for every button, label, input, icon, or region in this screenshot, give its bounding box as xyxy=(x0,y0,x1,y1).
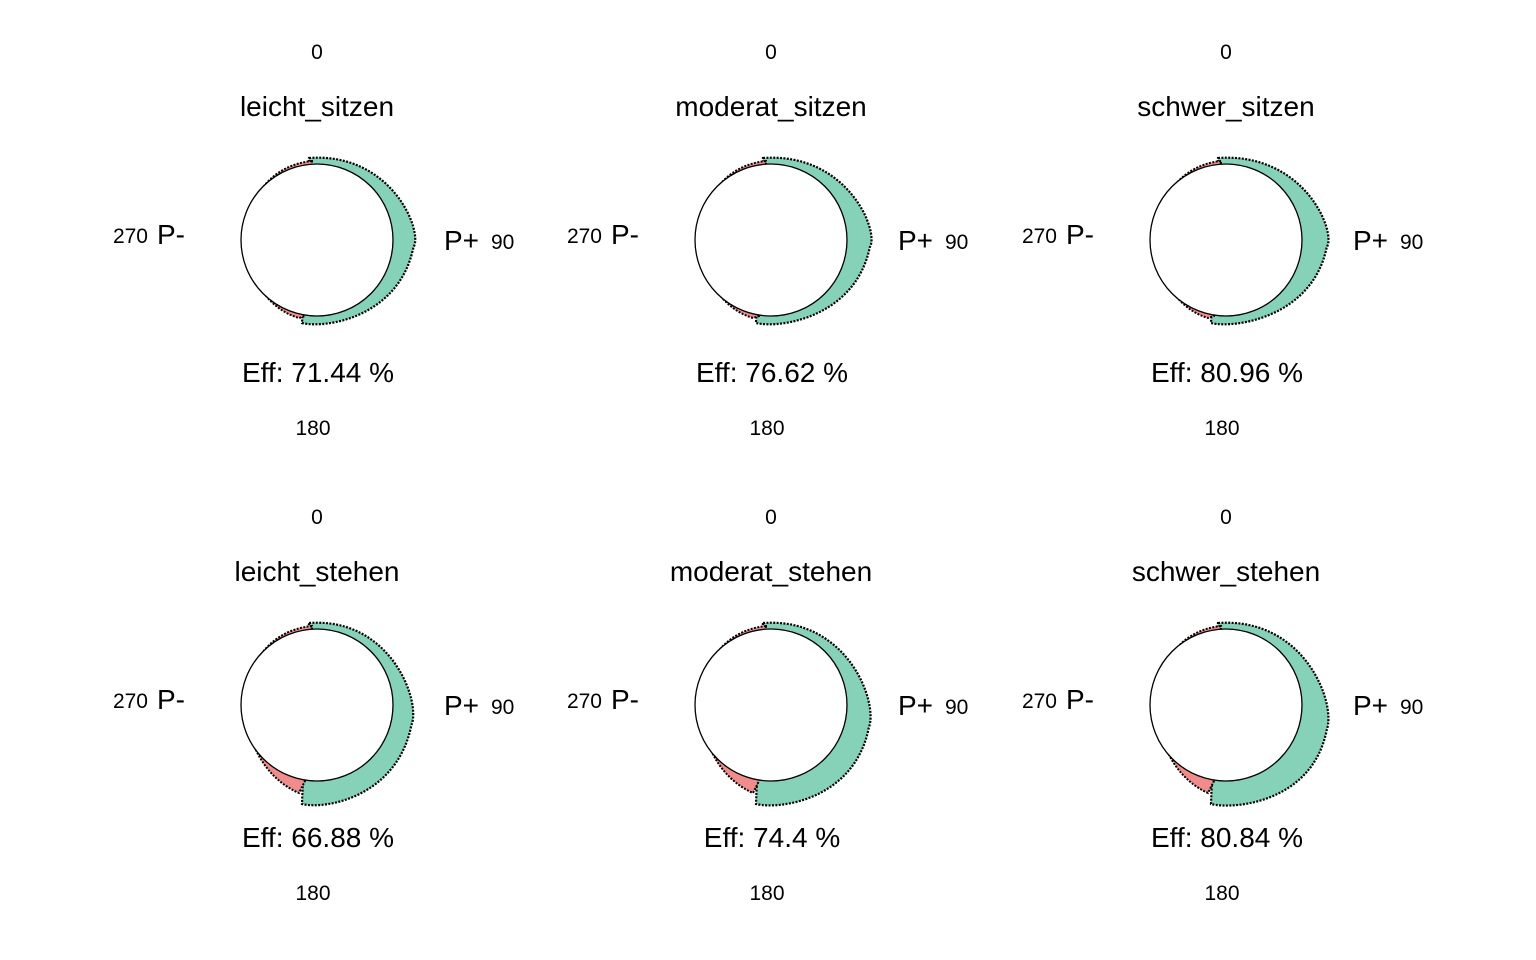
angle-label-right: 90 xyxy=(945,231,968,254)
angle-label-left: 270 xyxy=(113,225,148,248)
angle-label-left: 270 xyxy=(1022,225,1057,248)
angle-label-bottom: 180 xyxy=(749,882,784,905)
angle-label-top: 0 xyxy=(765,506,777,529)
pole-label-positive: P+ xyxy=(898,225,933,256)
angle-label-top: 0 xyxy=(1220,41,1232,64)
efficiency-label: Eff: 80.96 % xyxy=(1151,357,1303,388)
angle-label-right: 90 xyxy=(1400,696,1423,719)
pole-label-negative: P- xyxy=(611,219,639,250)
angle-label-bottom: 180 xyxy=(1204,417,1239,440)
polar-panel: 0 moderat_sitzen 90 P+ 270 P- Eff: 76.62 % 180 xyxy=(567,41,968,440)
angle-label-top: 0 xyxy=(1220,506,1232,529)
angle-label-left: 270 xyxy=(113,690,148,713)
pole-label-negative: P- xyxy=(157,684,185,715)
angle-label-top: 0 xyxy=(311,506,323,529)
unit-circle xyxy=(694,628,848,782)
unit-circle xyxy=(1149,163,1303,317)
angle-label-right: 90 xyxy=(1400,231,1423,254)
angle-label-right: 90 xyxy=(945,696,968,719)
angle-label-bottom: 180 xyxy=(295,882,330,905)
unit-circle xyxy=(1149,628,1303,782)
angle-label-bottom: 180 xyxy=(295,417,330,440)
efficiency-label: Eff: 74.4 % xyxy=(704,822,840,853)
angle-label-top: 0 xyxy=(311,41,323,64)
unit-circle xyxy=(240,628,394,782)
panel-title: moderat_stehen xyxy=(670,556,872,587)
polar-panel: 0 moderat_stehen 90 P+ 270 P- Eff: 74.4 % 180 xyxy=(567,506,968,905)
pole-label-positive: P+ xyxy=(898,690,933,721)
efficiency-label: Eff: 71.44 % xyxy=(242,357,394,388)
angle-label-right: 90 xyxy=(491,696,514,719)
unit-circle xyxy=(240,163,394,317)
panel-title: schwer_stehen xyxy=(1132,556,1320,587)
angle-label-bottom: 180 xyxy=(749,417,784,440)
panel-title: moderat_sitzen xyxy=(675,91,866,122)
panel-title: leicht_sitzen xyxy=(240,91,394,122)
angle-label-left: 270 xyxy=(567,225,602,248)
pole-label-positive: P+ xyxy=(444,690,479,721)
polar-panel: 0 schwer_sitzen 90 P+ 270 P- Eff: 80.96 % 180 xyxy=(1022,41,1423,440)
pole-label-negative: P- xyxy=(1066,219,1094,250)
pole-label-positive: P+ xyxy=(444,225,479,256)
polar-panel: 0 leicht_sitzen 90 P+ 270 P- Eff: 71.44 % 180 xyxy=(113,41,514,440)
efficiency-label: Eff: 76.62 % xyxy=(696,357,848,388)
polar-panel: 0 leicht_stehen 90 P+ 270 P- Eff: 66.88 % 180 xyxy=(113,506,514,905)
pole-label-negative: P- xyxy=(611,684,639,715)
angle-label-left: 270 xyxy=(1022,690,1057,713)
unit-circle xyxy=(694,163,848,317)
pole-label-negative: P- xyxy=(1066,684,1094,715)
angle-label-bottom: 180 xyxy=(1204,882,1239,905)
angle-label-right: 90 xyxy=(491,231,514,254)
panel-title: schwer_sitzen xyxy=(1137,91,1314,122)
efficiency-label: Eff: 80.84 % xyxy=(1151,822,1303,853)
angle-label-top: 0 xyxy=(765,41,777,64)
polar-panel: 0 schwer_stehen 90 P+ 270 P- Eff: 80.84 % 180 xyxy=(1022,506,1423,905)
pole-label-negative: P- xyxy=(157,219,185,250)
angle-label-left: 270 xyxy=(567,690,602,713)
efficiency-label: Eff: 66.88 % xyxy=(242,822,394,853)
pole-label-positive: P+ xyxy=(1353,225,1388,256)
pole-label-positive: P+ xyxy=(1353,690,1388,721)
panel-title: leicht_stehen xyxy=(234,556,399,587)
